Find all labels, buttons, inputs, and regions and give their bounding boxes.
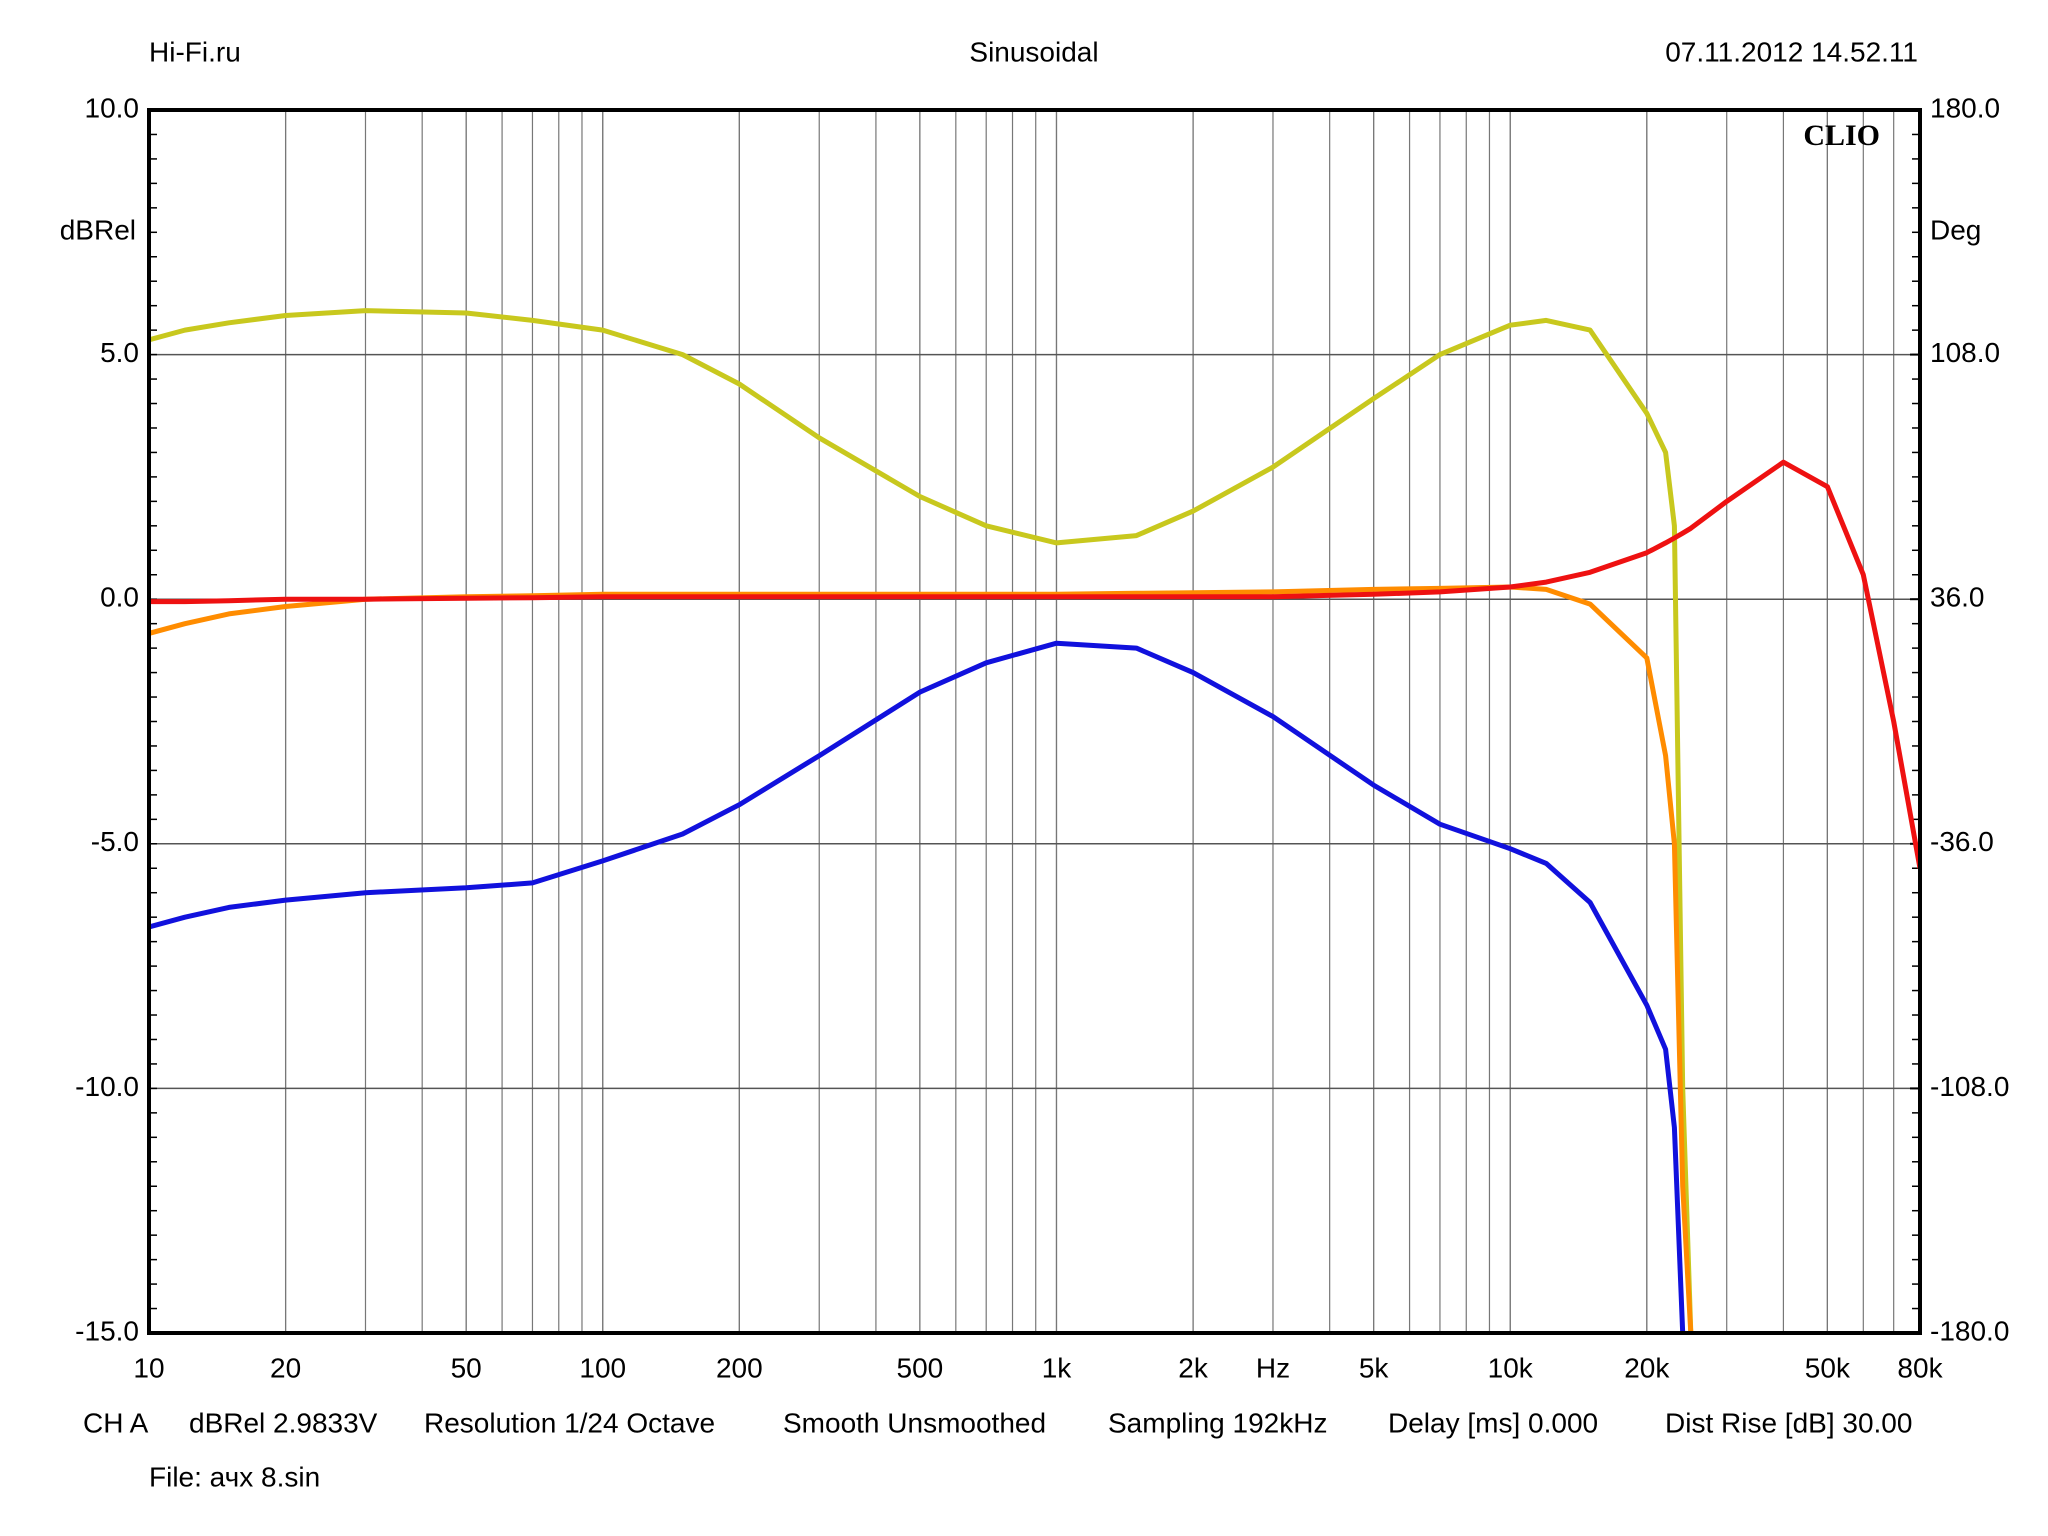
header-left: Hi-Fi.ru bbox=[149, 36, 241, 67]
x-tick-label: 80k bbox=[1897, 1352, 1943, 1383]
footer-item: Resolution 1/24 Octave bbox=[424, 1407, 715, 1438]
y2-tick-label: -108.0 bbox=[1930, 1071, 2009, 1102]
x-axis-label: Hz bbox=[1256, 1352, 1290, 1383]
footer-file: File: ачх 8.sin bbox=[149, 1461, 320, 1492]
x-tick-label: 20 bbox=[270, 1352, 301, 1383]
footer-item: Delay [ms] 0.000 bbox=[1388, 1407, 1598, 1438]
y-tick-label: -5.0 bbox=[91, 826, 139, 857]
y-tick-label: 10.0 bbox=[85, 92, 140, 123]
watermark: CLIO bbox=[1803, 119, 1880, 152]
y2-tick-label: 108.0 bbox=[1930, 337, 2000, 368]
x-tick-label: 50k bbox=[1805, 1352, 1851, 1383]
series-line bbox=[149, 308, 1694, 1333]
y-axis-label: dBRel bbox=[60, 214, 136, 245]
series-line bbox=[149, 640, 1686, 1333]
x-tick-label: 5k bbox=[1359, 1352, 1390, 1383]
plot-frame bbox=[147, 108, 1922, 1335]
x-tick-label: 20k bbox=[1624, 1352, 1670, 1383]
series-line bbox=[149, 459, 1920, 869]
footer-item: dBRel 2.9833V bbox=[189, 1407, 378, 1438]
x-tick-label: 1k bbox=[1042, 1352, 1073, 1383]
footer-item: Sampling 192kHz bbox=[1108, 1407, 1327, 1438]
x-tick-label: 2k bbox=[1178, 1352, 1209, 1383]
y2-tick-label: 180.0 bbox=[1930, 92, 2000, 123]
header-right: 07.11.2012 14.52.11 bbox=[1665, 36, 1918, 67]
header-center: Sinusoidal bbox=[969, 36, 1098, 67]
y-tick-label: -10.0 bbox=[75, 1071, 139, 1102]
y2-tick-label: -180.0 bbox=[1930, 1315, 2009, 1346]
y2-tick-label: 36.0 bbox=[1930, 582, 1985, 613]
x-tick-label: 500 bbox=[897, 1352, 944, 1383]
footer-item: Dist Rise [dB] 30.00 bbox=[1665, 1407, 1912, 1438]
x-tick-label: 200 bbox=[716, 1352, 763, 1383]
footer-item: CH A bbox=[83, 1407, 149, 1438]
y-tick-label: -15.0 bbox=[75, 1315, 139, 1346]
y-tick-label: 5.0 bbox=[100, 337, 139, 368]
x-tick-label: 100 bbox=[579, 1352, 626, 1383]
x-tick-label: 50 bbox=[451, 1352, 482, 1383]
footer-item: Smooth Unsmoothed bbox=[783, 1407, 1046, 1438]
x-tick-label: 10 bbox=[133, 1352, 164, 1383]
y2-tick-label: -36.0 bbox=[1930, 826, 1994, 857]
x-tick-label: 10k bbox=[1488, 1352, 1534, 1383]
y-tick-label: 0.0 bbox=[100, 582, 139, 613]
y2-axis-label: Deg bbox=[1930, 214, 1981, 245]
